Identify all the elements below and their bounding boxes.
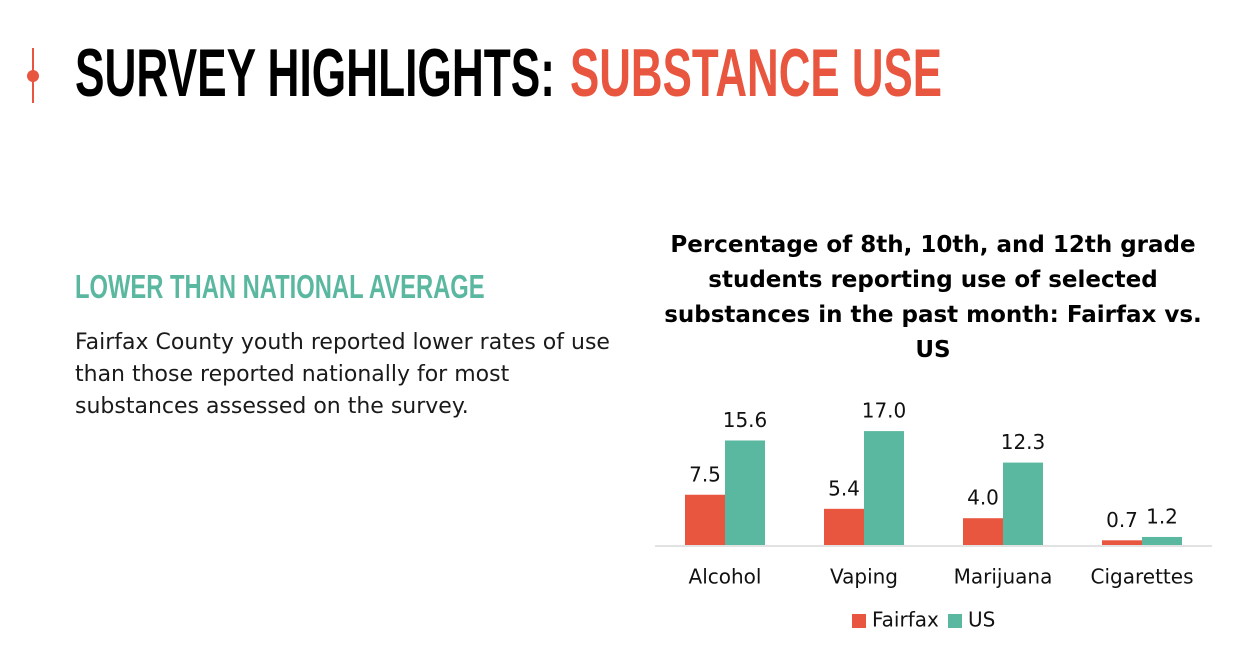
value-label: 12.3 [1001, 430, 1046, 454]
header-dot [27, 70, 39, 82]
page-title: SURVEY HIGHLIGHTS: [75, 35, 555, 111]
x-tick-label: Cigarettes [1091, 565, 1194, 589]
section-heading: LOWER THAN NATIONAL AVERAGE [75, 268, 485, 305]
bar [1102, 540, 1142, 545]
bar [1142, 536, 1182, 545]
chart-title: Percentage of 8th, 10th, and 12th grade … [664, 232, 1202, 363]
body-text: Fairfax County youth reported lower rate… [75, 330, 610, 355]
value-label: 17.0 [862, 399, 907, 423]
value-label: 4.0 [967, 486, 999, 510]
x-tick-label: Alcohol [689, 565, 762, 589]
legend-label: US [968, 608, 995, 632]
bar [824, 508, 864, 545]
value-label: 5.4 [828, 476, 860, 500]
body-text: than those reported nationally for most [75, 362, 510, 387]
value-label: 1.2 [1146, 504, 1178, 528]
value-label: 7.5 [689, 462, 721, 486]
x-tick-label: Vaping [830, 565, 898, 589]
body-text: substances assessed on the survey. [75, 394, 469, 419]
legend-label: Fairfax [872, 608, 939, 632]
bar [725, 440, 765, 545]
bar [1003, 462, 1043, 545]
page-title-accent: SUBSTANCE USE [570, 35, 942, 111]
legend-swatch [948, 614, 962, 628]
legend-swatch [852, 614, 866, 628]
bar [963, 518, 1003, 545]
value-label: 15.6 [723, 408, 768, 432]
bar [685, 494, 725, 545]
value-label: 0.7 [1106, 508, 1138, 532]
x-tick-label: Marijuana [954, 565, 1053, 589]
bar [864, 431, 904, 545]
